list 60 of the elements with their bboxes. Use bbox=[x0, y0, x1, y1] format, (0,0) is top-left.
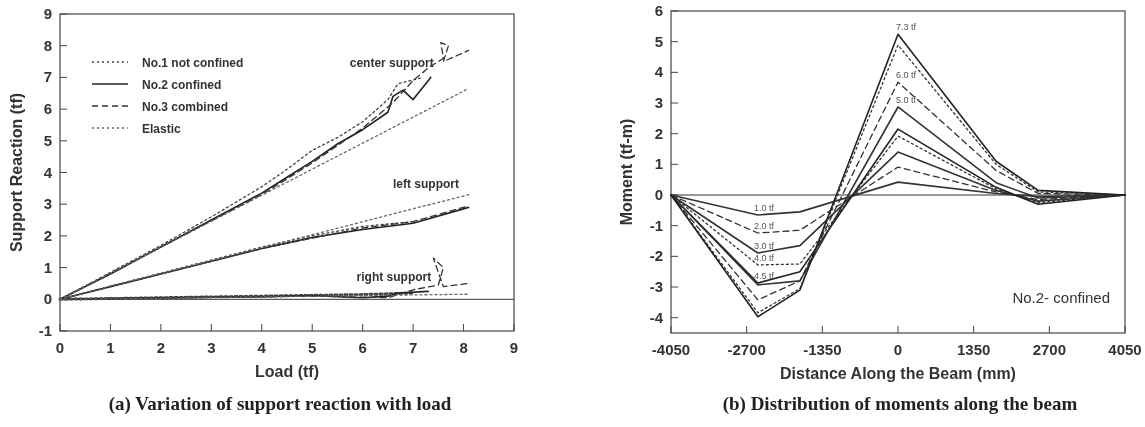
x-axis-title: Load (tf) bbox=[255, 363, 319, 380]
x-tick-label: 8 bbox=[459, 339, 468, 356]
x-tick-label: 1350 bbox=[956, 341, 991, 358]
series-label: 2.0 tf bbox=[753, 221, 775, 232]
x-tick-label: 4050 bbox=[1108, 341, 1142, 358]
legend-label: No.3 combined bbox=[142, 100, 229, 114]
x-tick-label: 3 bbox=[207, 339, 216, 356]
x-tick-label: 6 bbox=[358, 339, 367, 356]
legend-label: No.1 not confined bbox=[142, 56, 244, 70]
x-tick-label: 2700 bbox=[1032, 341, 1067, 358]
legend-label: Elastic bbox=[142, 122, 182, 136]
y-tick-label: 1 bbox=[654, 155, 663, 173]
x-tick-label: 7 bbox=[408, 339, 418, 356]
x-tick-label: 2 bbox=[156, 339, 166, 356]
x-tick-label: 5 bbox=[308, 339, 317, 356]
y-tick-label: 4 bbox=[43, 163, 53, 181]
y-tick-label: 5 bbox=[43, 131, 52, 149]
y-tick-label: 9 bbox=[43, 5, 52, 22]
y-tick-label: 1 bbox=[43, 258, 52, 276]
y-tick-label: 3 bbox=[43, 195, 52, 213]
y-tick-label: 0 bbox=[654, 186, 663, 203]
y-tick-label: 5 bbox=[654, 32, 663, 50]
y-tick-label: 6 bbox=[654, 2, 663, 19]
series-label: 6.0 tf bbox=[896, 70, 917, 81]
x-tick-label: -1350 bbox=[803, 341, 842, 358]
x-tick-label: 0 bbox=[893, 341, 903, 358]
y-tick-label: 4 bbox=[654, 63, 664, 81]
y-tick-label: 2 bbox=[654, 124, 663, 142]
x-tick-label: 4 bbox=[257, 339, 267, 356]
y-tick-label: 0 bbox=[43, 290, 52, 308]
x-axis-title: Distance Along the Beam (mm) bbox=[780, 365, 1016, 382]
y-axis-title: Support Reaction (tf) bbox=[8, 92, 25, 253]
x-tick-label: -2700 bbox=[727, 341, 766, 358]
legend-label: No.2 confined bbox=[142, 78, 222, 92]
x-tick-label: 9 bbox=[509, 339, 519, 356]
y-tick-label: -1 bbox=[649, 216, 663, 234]
x-tick-label: 0 bbox=[55, 339, 65, 356]
series-label: 1.0 tf bbox=[753, 202, 775, 213]
y-tick-label: 8 bbox=[43, 36, 52, 54]
y-tick-label: 3 bbox=[654, 94, 663, 111]
y-tick-label: 6 bbox=[43, 100, 52, 118]
y-tick-label: -4 bbox=[649, 308, 664, 326]
y-tick-label: -1 bbox=[38, 322, 52, 339]
annotation: right support bbox=[356, 270, 432, 285]
annotation: center support bbox=[349, 56, 434, 71]
y-tick-label: 2 bbox=[43, 226, 52, 244]
series-label: 4.0 tf bbox=[753, 252, 775, 263]
series-label: 3.0 tf bbox=[753, 240, 775, 251]
text: (a) Variation of support reaction with load bbox=[108, 393, 452, 415]
annotation: No.2- confined bbox=[1012, 289, 1110, 306]
y-axis-title: Moment (tf-m) bbox=[618, 118, 635, 226]
y-tick-label: 7 bbox=[43, 68, 52, 86]
text: (b) Distribution of moments along the beam bbox=[722, 393, 1078, 415]
annotation: left support bbox=[392, 176, 459, 191]
series-label: 7.3 tf bbox=[896, 22, 917, 33]
x-tick-label: -4050 bbox=[651, 341, 691, 358]
x-tick-label: 1 bbox=[106, 339, 115, 356]
y-tick-label: -3 bbox=[649, 278, 663, 295]
y-tick-label: -2 bbox=[649, 247, 663, 265]
series-label: 5.0 tf bbox=[896, 94, 917, 105]
